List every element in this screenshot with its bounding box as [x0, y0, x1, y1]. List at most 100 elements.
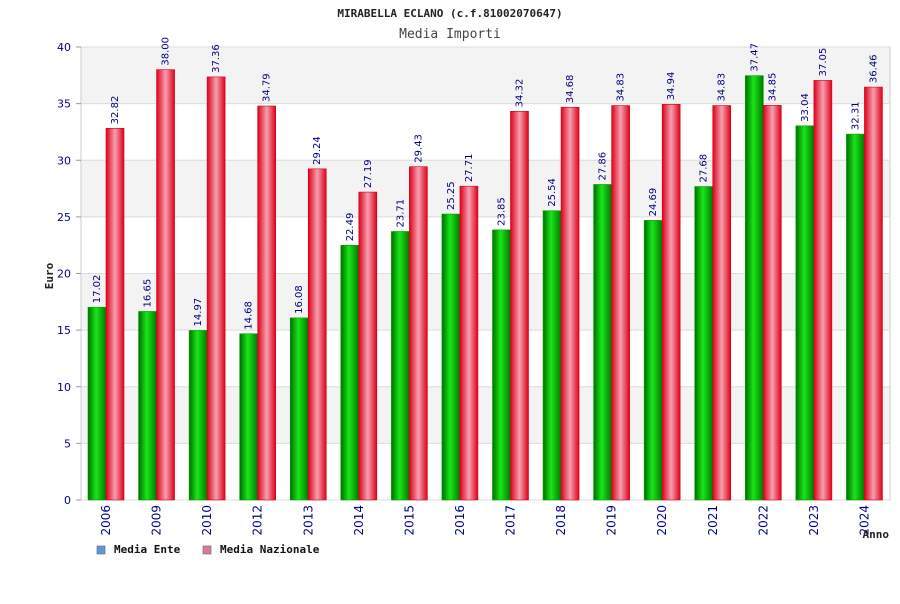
bar-value-label: 29.43 [413, 134, 424, 163]
x-tick-label: 2024 [857, 505, 871, 536]
bar [661, 104, 681, 501]
y-tick-label: 40 [57, 41, 71, 54]
x-axis-ticks: 2006 2009 2010 2012 2013 2014 2015 2016 2017 2018… [99, 505, 871, 536]
y-axis-ticks: 0 5 10 15 20 25 30 35 40 [57, 41, 81, 507]
y-tick-label: 20 [57, 268, 71, 281]
bar [105, 128, 125, 501]
x-tick-label: 2014 [352, 505, 366, 536]
bar-value-label: 36.46 [868, 54, 879, 83]
y-tick-label: 30 [57, 154, 71, 167]
x-tick-label: 2020 [655, 505, 669, 536]
bar-value-label: 27.19 [363, 159, 374, 188]
legend-label: Media Ente [114, 543, 181, 556]
bar-value-label: 27.71 [464, 154, 475, 183]
bar-value-label: 23.71 [395, 199, 406, 228]
bar [745, 75, 764, 501]
bar-value-label: 34.83 [717, 73, 728, 102]
x-tick-label: 2022 [756, 505, 770, 536]
x-tick-label: 2015 [402, 505, 416, 536]
bar [87, 306, 107, 501]
x-axis-title: Anno [863, 528, 890, 541]
bar-value-label: 32.31 [850, 101, 861, 130]
x-tick-label: 2018 [554, 505, 568, 536]
bars [87, 69, 883, 501]
bar [510, 111, 529, 501]
y-tick-label: 35 [57, 98, 71, 111]
bar [138, 311, 157, 501]
bar-value-label: 27.68 [699, 154, 710, 183]
bar-value-label: 34.79 [262, 73, 273, 102]
bar [611, 105, 630, 501]
legend-swatch [202, 545, 212, 555]
y-tick-label: 0 [64, 494, 71, 507]
bar [307, 168, 327, 501]
bar-value-label: 16.08 [294, 285, 305, 314]
chart-subtitle: Media Importi [399, 27, 501, 42]
bar [542, 210, 562, 501]
bar [391, 231, 410, 501]
bar [560, 106, 580, 501]
bar [441, 213, 461, 501]
x-tick-label: 2009 [150, 505, 164, 536]
y-tick-label: 25 [57, 211, 71, 224]
bar-value-label: 34.68 [565, 75, 576, 104]
bar [712, 105, 732, 501]
bar [763, 105, 782, 501]
bar [409, 166, 428, 501]
bar [795, 125, 815, 501]
legend-swatch [96, 545, 106, 555]
y-tick-label: 10 [57, 381, 71, 394]
bar-value-label: 34.32 [515, 79, 526, 108]
bar-value-label: 22.49 [345, 213, 356, 242]
bar-value-label: 37.05 [818, 48, 829, 77]
legend: Media Ente Media Nazionale [96, 543, 320, 556]
bar [188, 330, 208, 501]
bar [643, 220, 663, 501]
bar-value-label: 32.82 [110, 96, 121, 125]
bar [289, 317, 309, 501]
x-tick-label: 2021 [706, 505, 720, 536]
x-tick-label: 2023 [807, 505, 821, 536]
chart-title: MIRABELLA ECLANO (c.f.81002070647) [337, 7, 562, 20]
bar-value-label: 17.02 [92, 275, 103, 304]
legend-label: Media Nazionale [220, 543, 320, 556]
bar [864, 86, 883, 501]
bar [358, 191, 378, 501]
x-tick-label: 2013 [301, 505, 315, 536]
x-tick-label: 2006 [99, 505, 113, 536]
bar [694, 186, 714, 501]
value-labels: 17.02 32.82 16.65 38.00 14.97 37.36 14.68 34.79… [92, 37, 879, 330]
bar-value-label: 25.25 [446, 181, 457, 210]
bar-value-label: 37.36 [211, 44, 222, 73]
bar [239, 333, 258, 501]
bar [206, 76, 226, 501]
bar-value-label: 37.47 [749, 43, 760, 72]
y-tick-label: 15 [57, 324, 71, 337]
x-tick-label: 2010 [200, 505, 214, 536]
bar [492, 229, 511, 501]
bar-value-label: 38.00 [161, 37, 172, 66]
bar [813, 80, 833, 501]
bar-value-label: 24.69 [648, 188, 659, 217]
bar [156, 69, 175, 501]
y-axis-title: Euro [43, 262, 56, 289]
bar [459, 185, 479, 501]
bar-value-label: 34.83 [616, 73, 627, 102]
x-tick-label: 2017 [504, 505, 518, 536]
x-tick-label: 2012 [251, 505, 265, 536]
bar-value-label: 27.86 [598, 152, 609, 181]
bar-value-label: 34.94 [666, 72, 677, 101]
x-tick-label: 2019 [605, 505, 619, 536]
bar-value-label: 25.54 [547, 178, 558, 207]
bar-value-label: 23.85 [497, 197, 508, 226]
bar-value-label: 34.85 [767, 73, 778, 102]
bar-value-label: 16.65 [143, 279, 154, 308]
bar [846, 133, 865, 501]
bar [340, 245, 360, 501]
bar-value-label: 29.24 [312, 136, 323, 165]
x-tick-label: 2016 [453, 505, 467, 536]
bar [257, 105, 276, 501]
bar-value-label: 14.97 [193, 298, 204, 327]
